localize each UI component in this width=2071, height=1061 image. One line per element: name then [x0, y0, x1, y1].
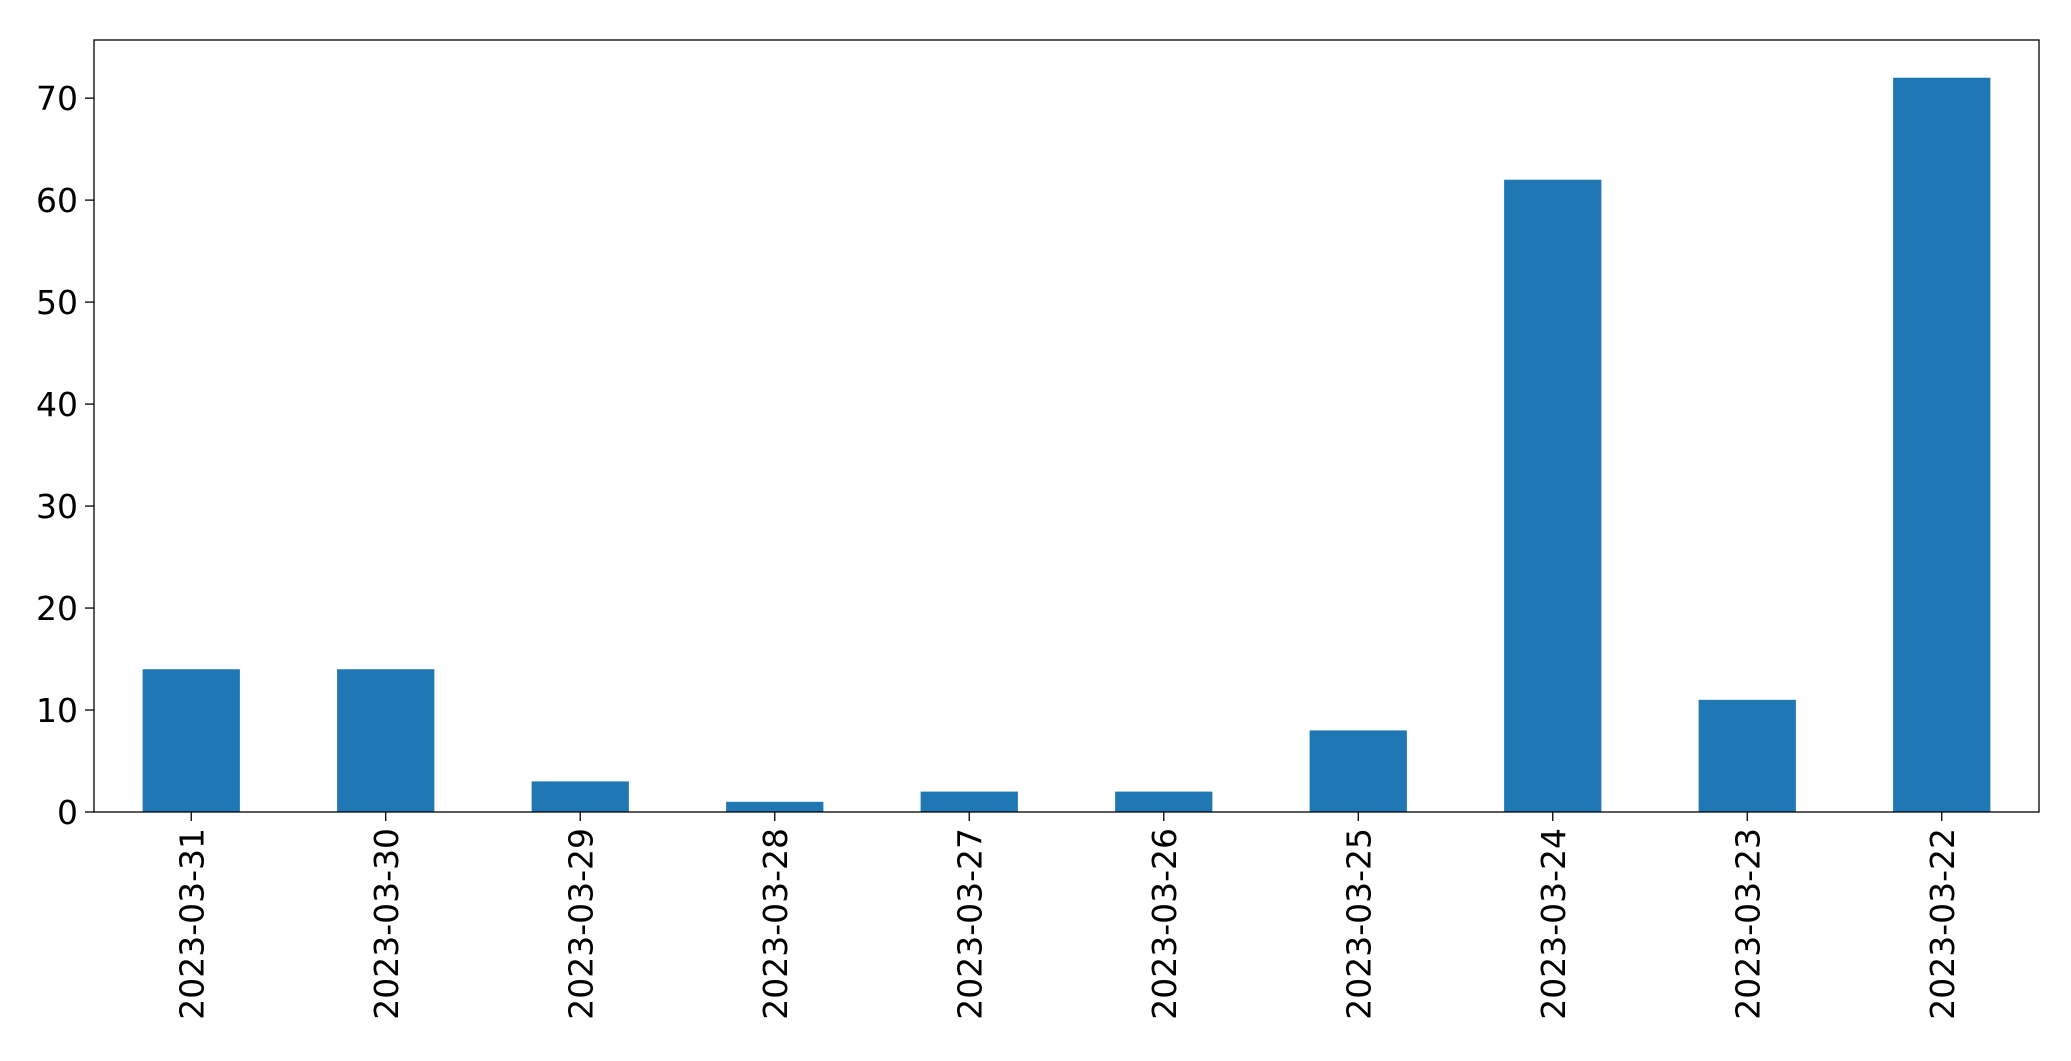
bar	[1115, 791, 1213, 812]
x-tick-label: 2023-03-30	[367, 828, 406, 1020]
bar	[1698, 699, 1796, 812]
bar	[337, 669, 435, 812]
x-tick-label: 2023-03-31	[172, 828, 211, 1020]
y-tick-label: 20	[36, 589, 78, 628]
y-tick-label: 0	[57, 793, 78, 832]
y-tick-label: 50	[36, 283, 78, 322]
plot-frame	[93, 39, 2040, 813]
bar	[920, 791, 1018, 812]
x-tick-label: 2023-03-22	[1923, 828, 1962, 1020]
x-tick-label: 2023-03-29	[561, 828, 600, 1020]
x-tick-label: 2023-03-25	[1339, 828, 1378, 1020]
bar	[726, 801, 824, 812]
bar	[1893, 77, 1991, 812]
y-tick-label: 30	[36, 487, 78, 526]
y-tick-label: 60	[36, 181, 78, 220]
x-tick-label: 2023-03-27	[950, 828, 989, 1020]
bar	[142, 669, 240, 812]
x-tick-label: 2023-03-28	[756, 828, 795, 1020]
x-tick-label: 2023-03-23	[1728, 828, 1767, 1020]
x-tick-label: 2023-03-26	[1145, 828, 1184, 1020]
bar	[1504, 179, 1602, 812]
y-tick-label: 10	[36, 691, 78, 730]
bar	[1309, 730, 1407, 812]
y-tick-label: 40	[36, 385, 78, 424]
bar	[531, 781, 629, 812]
x-tick-label: 2023-03-24	[1534, 828, 1573, 1020]
y-tick-label: 70	[36, 79, 78, 118]
